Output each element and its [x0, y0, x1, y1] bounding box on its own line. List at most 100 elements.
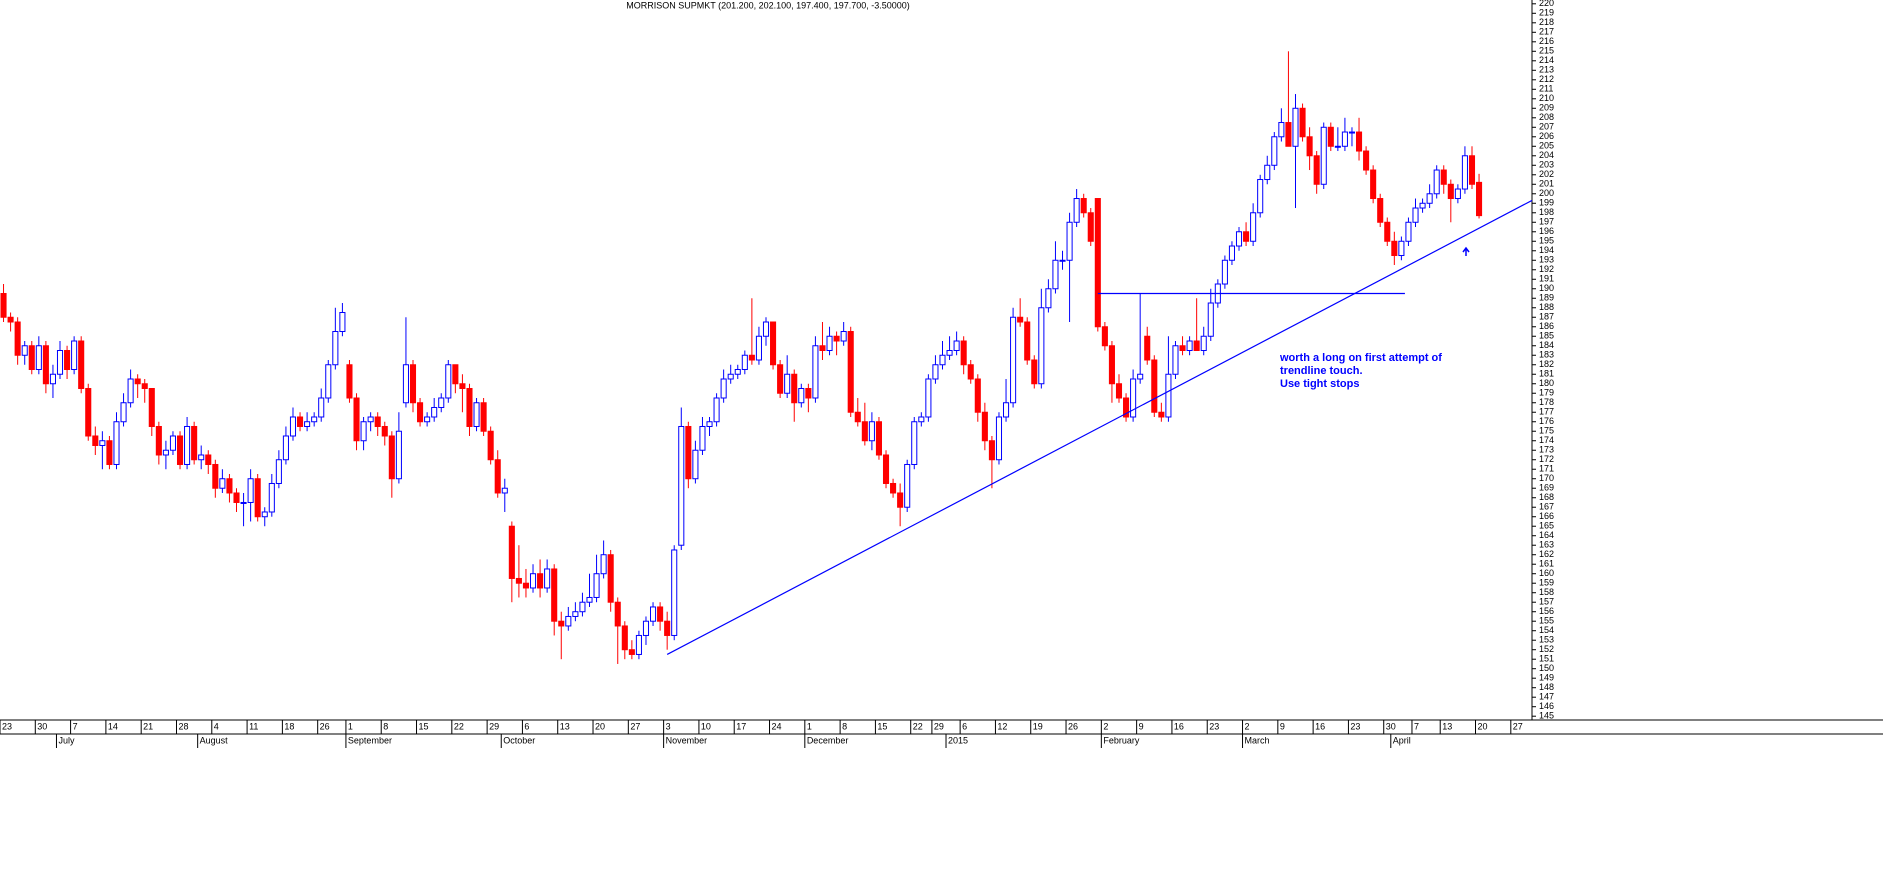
candle-body — [1045, 288, 1052, 309]
x-tick-label: 16 — [1174, 721, 1184, 731]
x-tick-label: 22 — [454, 721, 464, 731]
candle-body — [318, 397, 325, 418]
y-tick-label: 156 — [1539, 606, 1554, 616]
candle-body — [1080, 198, 1087, 214]
candle-body — [1250, 212, 1257, 242]
candle-body — [1433, 169, 1440, 195]
candle-body — [1193, 340, 1200, 352]
candle-body — [1066, 221, 1073, 261]
candle-body — [268, 482, 275, 513]
candle-body — [452, 364, 459, 385]
month-label: September — [348, 735, 392, 745]
candle-body — [607, 554, 614, 603]
candle-body — [282, 435, 289, 461]
y-tick-label: 157 — [1539, 597, 1554, 607]
candle-body — [868, 421, 875, 442]
x-tick-label: 23 — [1209, 721, 1219, 731]
annotation: worth a long on first attempt of — [1279, 352, 1442, 364]
candle-body — [113, 421, 120, 465]
candle-body — [875, 421, 883, 456]
candle-body — [381, 425, 388, 437]
month-label: April — [1393, 735, 1411, 745]
candle-body — [459, 383, 466, 389]
x-tick-label: 27 — [1513, 721, 1523, 731]
x-tick-label: 29 — [934, 721, 944, 731]
y-tick-label: 153 — [1539, 635, 1554, 645]
candle-body — [332, 331, 339, 366]
y-tick-label: 162 — [1539, 549, 1554, 559]
candle-body — [56, 350, 64, 375]
y-tick-label: 168 — [1539, 492, 1554, 502]
candle-body — [1461, 155, 1468, 190]
x-tick-label: 8 — [383, 721, 388, 731]
x-tick-label: 14 — [108, 721, 118, 731]
candle-body — [967, 364, 974, 380]
y-tick-label: 185 — [1539, 331, 1554, 341]
candle-body — [1108, 345, 1115, 385]
y-tick-label: 184 — [1539, 340, 1554, 350]
x-tick-label: 28 — [178, 721, 188, 731]
x-tick-label: 27 — [630, 721, 640, 731]
y-tick-label: 203 — [1539, 160, 1554, 170]
candle-body — [466, 387, 473, 427]
x-tick-label: 30 — [1386, 721, 1396, 731]
candle-body — [226, 478, 233, 494]
candle-body — [904, 463, 911, 508]
candle-body — [1377, 198, 1384, 223]
candle-body — [995, 416, 1003, 461]
y-tick-label: 181 — [1539, 369, 1554, 379]
y-tick-label: 210 — [1539, 93, 1554, 103]
candle-body — [699, 425, 706, 451]
candle-body — [339, 312, 346, 333]
candle-body — [1341, 131, 1348, 147]
trendline — [666, 199, 1533, 655]
annotation: Use tight stops — [1280, 378, 1359, 390]
x-tick-label: 12 — [997, 721, 1007, 731]
candle-body — [1087, 212, 1094, 242]
candle-body — [890, 482, 897, 494]
y-tick-label: 161 — [1539, 559, 1554, 569]
candle-body — [233, 492, 240, 503]
y-tick-label: 159 — [1539, 578, 1554, 588]
candle-body — [438, 397, 445, 408]
candle-body — [445, 364, 452, 399]
candle-body — [586, 596, 593, 603]
candle-body — [1235, 231, 1243, 247]
y-tick-label: 154 — [1539, 625, 1554, 635]
candle-body — [1172, 345, 1179, 375]
y-tick-label: 202 — [1539, 169, 1554, 179]
y-tick-label: 148 — [1539, 682, 1554, 692]
x-tick-label: 26 — [1068, 721, 1078, 731]
candle-body — [805, 387, 812, 399]
y-tick-label: 182 — [1539, 359, 1554, 369]
y-tick-label: 199 — [1539, 198, 1554, 208]
candle-body — [882, 454, 890, 484]
candle-body — [1002, 402, 1010, 418]
candle-body — [120, 402, 127, 423]
y-tick-label: 177 — [1539, 407, 1554, 417]
y-tick-label: 155 — [1539, 616, 1554, 626]
candle-body — [1257, 179, 1264, 214]
month-label: November — [666, 735, 708, 745]
arrow — [1462, 246, 1470, 256]
y-tick-label: 212 — [1539, 74, 1554, 84]
candle-body — [522, 582, 530, 589]
candle-body — [1468, 155, 1476, 185]
x-tick-label: 29 — [489, 721, 499, 731]
candle-body — [1130, 378, 1137, 418]
candle-body — [78, 340, 85, 389]
x-tick-label: 11 — [249, 721, 258, 731]
candle-body — [1094, 198, 1101, 328]
candle-body — [1405, 221, 1412, 242]
x-tick-label: 8 — [842, 721, 847, 731]
candle-body — [713, 397, 720, 423]
y-tick-label: 174 — [1539, 435, 1554, 445]
x-tick-label: 23 — [1350, 721, 1360, 731]
x-tick-label: 6 — [962, 721, 967, 731]
candle-body — [1299, 107, 1306, 138]
candle-body — [1059, 259, 1066, 262]
candle-body — [847, 331, 854, 413]
candle-body — [395, 430, 402, 480]
